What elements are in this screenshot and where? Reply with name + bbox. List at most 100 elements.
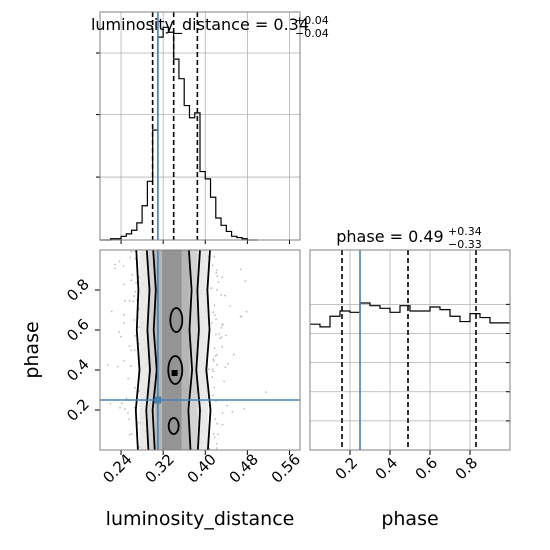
scatter-point xyxy=(133,406,136,409)
scatter-point xyxy=(124,299,126,302)
ld-hist-line xyxy=(100,26,258,241)
phase-title: phase = 0.49 xyxy=(336,227,443,246)
scatter-point xyxy=(131,274,134,276)
joint-density xyxy=(100,249,300,451)
scatter-point xyxy=(213,347,216,350)
scatter-point xyxy=(220,294,223,296)
scatter-point xyxy=(130,432,133,435)
joint-truth-marker xyxy=(154,396,162,404)
scatter-point xyxy=(128,433,131,436)
scatter-point xyxy=(123,313,125,316)
scatter-point xyxy=(127,412,129,414)
joint-frame xyxy=(99,249,301,451)
scatter-point xyxy=(132,300,135,303)
contour-inner-0 xyxy=(169,307,184,333)
x-tick-label-right-2: 0.6 xyxy=(412,454,442,484)
scatter-point xyxy=(208,447,211,450)
scatter-point xyxy=(215,269,218,272)
scatter-point xyxy=(130,279,133,282)
scatter-point xyxy=(128,345,131,347)
scatter-point xyxy=(219,337,222,340)
scatter-point xyxy=(213,359,215,362)
scatter-point xyxy=(211,368,214,371)
scatter-point xyxy=(128,418,131,421)
x-axis-label-left: luminosity_distance xyxy=(106,508,295,530)
scatter-point xyxy=(215,447,218,449)
scatter-point xyxy=(239,315,242,318)
scatter-point xyxy=(138,421,140,424)
scatter-point xyxy=(221,345,224,348)
scatter-point xyxy=(223,380,226,383)
scatter-point xyxy=(211,264,214,267)
scatter-point xyxy=(221,412,224,415)
ld-hist-panel: luminosity_distance = 0.34 +0.04 −0.04 xyxy=(91,11,329,244)
joint-panel xyxy=(95,249,301,455)
scatter-point xyxy=(213,436,216,439)
scatter-point xyxy=(226,405,229,407)
y-axis-label: phase xyxy=(21,321,43,378)
scatter-point xyxy=(129,365,132,367)
scatter-point xyxy=(221,324,224,327)
scatter-point xyxy=(106,364,109,366)
phase-title-plus: +0.34 xyxy=(448,225,482,238)
ld-title: luminosity_distance = 0.34 xyxy=(91,15,309,35)
scatter-point xyxy=(215,272,218,274)
scatter-point xyxy=(218,333,221,335)
scatter-point xyxy=(127,377,130,380)
x-tick-label-left-1: 0.32 xyxy=(141,450,177,486)
scatter-point xyxy=(244,280,247,282)
scatter-point xyxy=(220,336,223,338)
x-axis-label-right: phase xyxy=(381,508,438,530)
ld-hist-ticks xyxy=(96,52,290,244)
ld-hist-quantiles xyxy=(151,12,199,240)
scatter-point xyxy=(119,406,121,409)
scatter-point xyxy=(130,250,133,253)
scatter-point xyxy=(212,311,215,314)
y-tick-label-0: 0.2 xyxy=(63,395,93,425)
joint-ticks xyxy=(95,289,290,455)
scatter-point xyxy=(212,433,215,435)
contour-line-2 xyxy=(145,249,151,451)
scatter-point xyxy=(120,335,122,338)
scatter-point xyxy=(122,322,125,324)
scatter-point xyxy=(215,318,218,321)
scatter-point xyxy=(243,408,246,410)
scatter-point xyxy=(122,265,125,267)
scatter-point xyxy=(123,359,126,362)
scatter-point xyxy=(231,410,234,413)
scatter-point xyxy=(212,394,214,397)
ld-title-plus: +0.04 xyxy=(295,14,329,27)
scatter-point xyxy=(114,263,117,266)
scatter-point xyxy=(227,362,230,365)
contour-line-4 xyxy=(151,249,158,451)
scatter-point xyxy=(211,376,214,379)
contour-inner-1 xyxy=(167,355,184,385)
scatter-point xyxy=(265,391,267,394)
scatter-point xyxy=(125,397,128,399)
scatter-point xyxy=(213,386,216,389)
y-tick-labels: 0.2 0.4 0.6 0.8 xyxy=(63,275,93,425)
ld-hist-frame xyxy=(99,11,301,241)
scatter-point xyxy=(134,335,137,337)
x-tick-labels-right: 0.2 0.4 0.6 0.8 xyxy=(332,454,482,484)
scatter-point xyxy=(216,275,219,277)
phase-hist-grid xyxy=(310,250,510,450)
scatter-point xyxy=(220,326,223,329)
scatter-point xyxy=(118,331,120,333)
x-tick-label-right-3: 0.8 xyxy=(452,454,482,484)
scatter-point xyxy=(212,370,215,373)
phase-hist-ticks xyxy=(349,303,510,455)
contour-line-0 xyxy=(134,249,141,451)
scatter-point xyxy=(232,353,235,356)
scatter-point xyxy=(221,276,224,279)
scatter-point xyxy=(245,310,248,313)
scatter-point xyxy=(213,304,216,307)
scatter-point xyxy=(217,281,220,283)
scatter-point xyxy=(118,260,121,263)
scatter-point xyxy=(210,287,213,290)
contour-line-5 xyxy=(187,249,194,451)
scatter-point xyxy=(216,422,219,425)
y-tick-label-2: 0.6 xyxy=(63,315,93,345)
contour-line-3 xyxy=(195,249,201,451)
